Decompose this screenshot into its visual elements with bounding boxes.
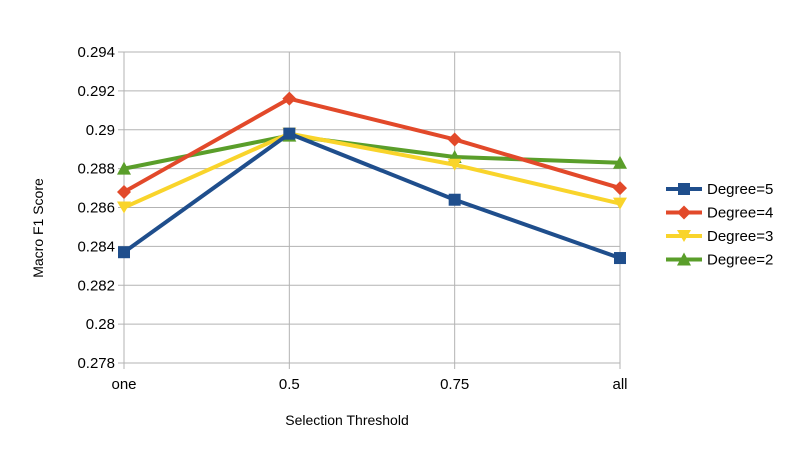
- data-point-marker: [117, 201, 131, 214]
- y-tick-label: 0.292: [77, 83, 115, 100]
- legend-label: Degree=3: [707, 228, 773, 245]
- x-tick-label: one: [111, 376, 136, 393]
- data-point-marker: [117, 161, 131, 175]
- x-axis-title: Selection Threshold: [285, 412, 408, 428]
- legend-label: Degree=2: [707, 252, 773, 269]
- y-tick-label: 0.278: [77, 355, 115, 372]
- data-point-marker: [613, 181, 627, 196]
- data-point-marker: [447, 132, 462, 147]
- data-point-marker: [448, 193, 461, 206]
- legend-item: Degree=4: [666, 205, 773, 222]
- y-axis: 0.278 0.28 0.282 0.284 0.286 0.288 0.29 0.292 0.…: [77, 44, 115, 372]
- y-tick-label: 0.29: [86, 122, 115, 139]
- data-point-marker: [282, 91, 297, 106]
- data-point-marker: [447, 158, 462, 171]
- data-point-marker: [614, 252, 626, 265]
- series-line: [122, 131, 621, 260]
- legend-item: Degree=5: [666, 181, 773, 198]
- y-tick-label: 0.284: [77, 238, 115, 255]
- data-point-marker: [613, 155, 627, 169]
- series-line: [123, 96, 621, 194]
- y-axis-title: Macro F1 Score: [30, 178, 46, 278]
- y-tick-label: 0.288: [77, 161, 115, 178]
- series-line: [123, 133, 621, 171]
- legend: Degree=5 Degree=4 Degree=3 Degree=2: [666, 181, 773, 269]
- y-tick-label: 0.28: [86, 316, 115, 333]
- data-point-marker: [678, 183, 690, 195]
- data-point-marker: [613, 197, 627, 210]
- grid-lines: [118, 51, 621, 369]
- legend-label: Degree=5: [707, 181, 773, 198]
- x-axis: one 0.5 0.75 all: [111, 376, 627, 393]
- legend-item: Degree=3: [666, 228, 773, 245]
- series-line: [123, 131, 621, 210]
- data-point-marker: [117, 184, 131, 199]
- legend-label: Degree=4: [707, 205, 773, 222]
- y-tick-label: 0.294: [77, 44, 115, 61]
- series-degree-5: [118, 127, 626, 265]
- x-tick-label: 0.5: [279, 376, 300, 393]
- series-degree-4: [117, 91, 627, 199]
- data-point-marker: [118, 246, 130, 259]
- x-tick-label: 0.75: [440, 376, 469, 393]
- data-point-marker: [677, 205, 691, 220]
- y-tick-label: 0.286: [77, 200, 115, 217]
- data-point-marker: [283, 127, 296, 140]
- series-layer: [117, 91, 627, 265]
- y-tick-label: 0.282: [77, 277, 115, 294]
- data-point-marker: [677, 230, 691, 242]
- legend-item: Degree=2: [666, 252, 773, 269]
- data-point-marker: [677, 252, 691, 266]
- x-tick-label: all: [612, 376, 627, 393]
